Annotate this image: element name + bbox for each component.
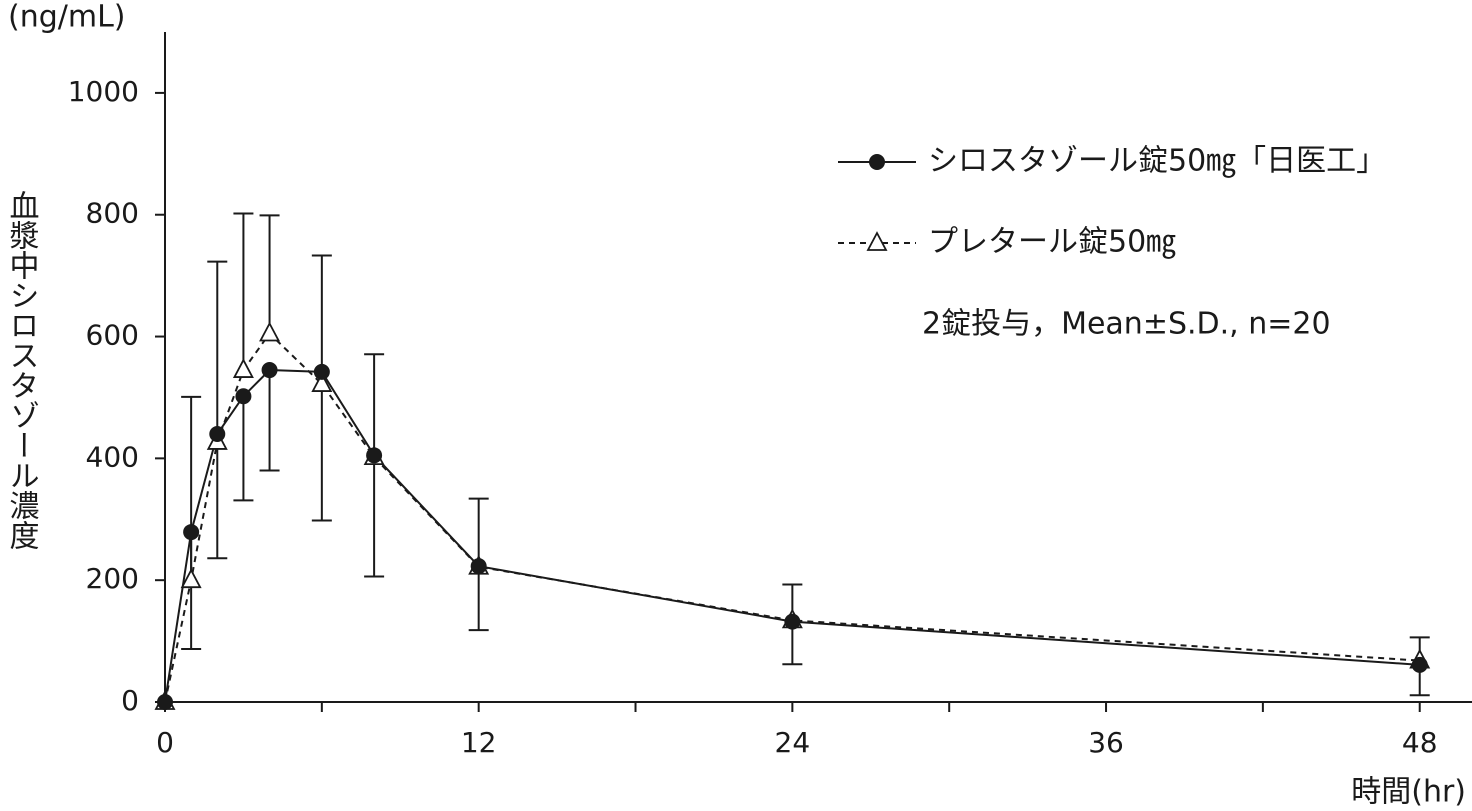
point — [183, 524, 200, 541]
annotation: 2錠投与，Mean±S.D., n=20 — [922, 307, 1331, 342]
y-axis-label: 血漿中シロスタゾール濃度 — [4, 190, 40, 550]
error-bar — [259, 370, 280, 472]
error-bar — [311, 371, 332, 522]
point — [366, 447, 383, 464]
error-bar — [233, 212, 254, 371]
x-tick-label: 12 — [461, 726, 497, 759]
point — [232, 358, 254, 378]
point — [1411, 656, 1428, 673]
point — [313, 363, 330, 380]
x-tick-label: 0 — [156, 726, 174, 759]
error-bar — [259, 214, 280, 334]
error-bar — [207, 434, 228, 560]
y-tick-label: 200 — [86, 562, 139, 595]
error-bar — [207, 260, 228, 442]
error-bar — [364, 455, 385, 578]
point — [180, 568, 202, 589]
point — [259, 321, 281, 342]
error-bar — [468, 566, 489, 632]
y-tick-label: 600 — [86, 319, 139, 352]
point — [157, 694, 173, 710]
legend-label: プレタール錠50㎎ — [928, 225, 1176, 260]
error-bar — [311, 254, 332, 385]
y-tick-label: 0 — [121, 684, 139, 717]
legend-marker — [866, 231, 888, 251]
point — [784, 613, 801, 630]
x-axis-label: 時間(hr) — [1351, 775, 1466, 810]
x-tick-label: 36 — [1088, 726, 1124, 759]
y-tick-label: 800 — [86, 197, 139, 230]
error-bar — [364, 353, 385, 458]
point — [261, 362, 278, 379]
point — [235, 388, 252, 405]
point — [470, 558, 487, 575]
point — [209, 426, 226, 442]
legend-marker — [869, 154, 885, 170]
error-bar — [233, 396, 254, 502]
error-bar — [181, 395, 202, 581]
y-tick-label: 400 — [86, 440, 139, 473]
point — [311, 372, 333, 392]
x-tick-label: 24 — [775, 726, 811, 759]
y-tick-label: 1000 — [68, 75, 139, 108]
series-line — [164, 369, 1420, 703]
x-tick-label: 48 — [1402, 726, 1438, 759]
y-unit-label: (ng/mL) — [8, 0, 126, 35]
legend-label: シロスタゾール錠50㎎「日医工」 — [928, 144, 1386, 179]
